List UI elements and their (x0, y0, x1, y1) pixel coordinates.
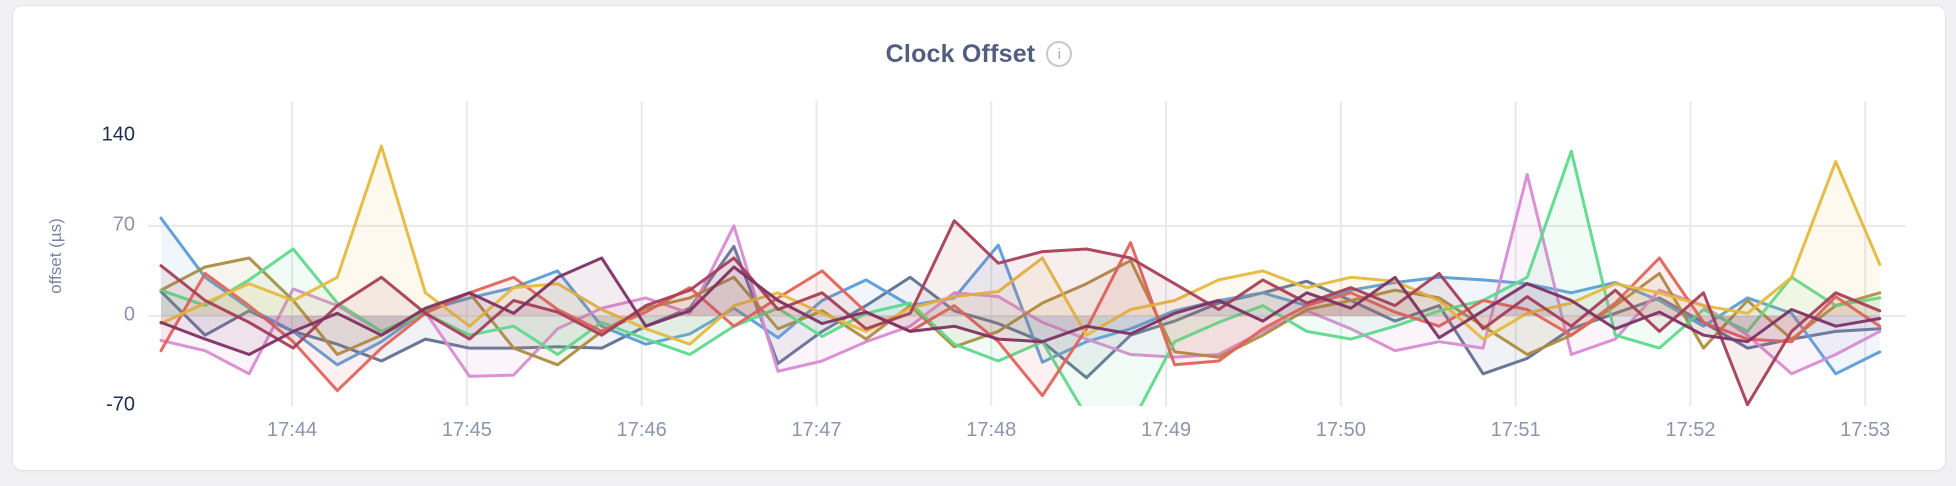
x-tick-label: 17:47 (791, 419, 842, 441)
y-axis-title: offset (µs) (46, 218, 65, 294)
series-group (159, 144, 1882, 406)
x-tick-label: 17:48 (966, 419, 1017, 441)
series-area-gold (161, 146, 1880, 345)
page-title: Clock Offset (885, 39, 1036, 68)
x-tick-label: 17:49 (1141, 419, 1192, 441)
x-axis-tick-labels: 17:44 17:45 17:46 17:47 17:48 17:49 17:50 17:51… (13, 419, 1945, 445)
x-tick-label: 17:53 (1840, 419, 1891, 441)
series-line-green (159, 149, 1882, 406)
series-area-green (161, 151, 1880, 406)
clock-offset-panel: Clock Offset i offset (µs) 140 70 0 -70 17:… (12, 5, 1946, 471)
panel-header: Clock Offset i (13, 36, 1945, 72)
y-tick-label: 70 (112, 213, 135, 236)
y-tick-label: -70 (106, 393, 135, 416)
clock-offset-chart[interactable] (148, 101, 1906, 406)
y-tick-label: 140 (101, 123, 135, 146)
x-tick-label: 17:52 (1665, 419, 1716, 441)
x-tick-label: 17:46 (616, 419, 667, 441)
x-tick-label: 17:44 (267, 419, 318, 441)
series-line-plum (159, 256, 1882, 356)
series-area-maroon (161, 220, 1880, 405)
series-area-red (161, 242, 1880, 396)
series-area-slate (161, 246, 1880, 378)
x-tick-label: 17:45 (441, 419, 492, 441)
series-line-gold (159, 144, 1882, 346)
info-icon[interactable]: i (1046, 41, 1073, 67)
x-tick-label: 17:51 (1490, 419, 1541, 441)
chart-plot-area[interactable] (148, 101, 1906, 406)
y-tick-label: 0 (123, 303, 135, 326)
x-tick-label: 17:50 (1315, 419, 1366, 441)
series-line-maroon (159, 219, 1882, 406)
series-line-red (159, 241, 1882, 398)
series-area-pink (161, 174, 1880, 377)
series-line-pink (159, 172, 1882, 378)
